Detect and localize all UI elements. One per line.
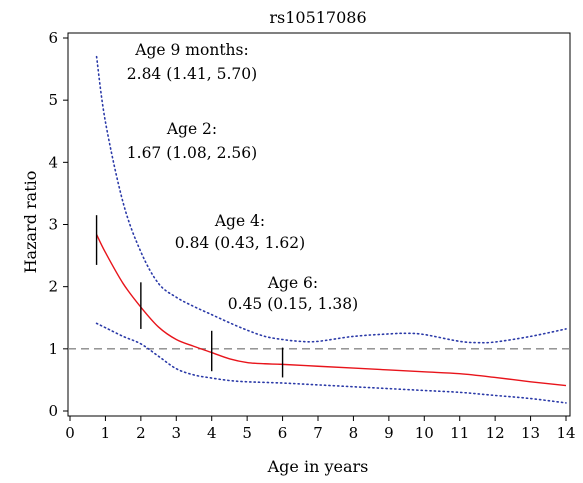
x-tick-label: 8 <box>349 424 359 442</box>
annotation-value: 0.45 (0.15, 1.38) <box>228 295 358 313</box>
x-axis-label: Age in years <box>267 457 369 476</box>
y-tick-label: 0 <box>48 402 58 420</box>
x-tick-label: 11 <box>450 424 469 442</box>
upper-ci-line <box>95 55 567 344</box>
y-tick-label: 3 <box>48 216 58 234</box>
annotation-label: Age 4: <box>214 212 265 230</box>
annotation-value: 1.67 (1.08, 2.56) <box>127 144 257 162</box>
annotation-value: 0.84 (0.43, 1.62) <box>175 234 305 252</box>
y-tick-label: 6 <box>48 29 58 47</box>
annotation-value: 2.84 (1.41, 5.70) <box>127 65 257 83</box>
y-tick-label: 5 <box>48 91 58 109</box>
x-tick-label: 12 <box>486 424 505 442</box>
annotation-label: Age 9 months: <box>134 41 248 59</box>
y-tick-label: 2 <box>48 278 58 296</box>
x-tick-label: 2 <box>136 424 146 442</box>
chart-title: rs10517086 <box>269 8 366 27</box>
y-tick-label: 4 <box>48 153 58 171</box>
x-tick-label: 13 <box>521 424 540 442</box>
lower-ci-line <box>95 322 567 404</box>
annotation-label: Age 2: <box>166 120 217 138</box>
annotation-label: Age 6: <box>267 274 318 292</box>
x-tick-label: 6 <box>278 424 288 442</box>
x-tick-label: 10 <box>415 424 434 442</box>
x-tick-label: 0 <box>65 424 75 442</box>
x-tick-label: 14 <box>556 424 575 442</box>
plot-frame <box>67 32 571 417</box>
estimate-line <box>95 234 567 387</box>
x-tick-label: 9 <box>384 424 394 442</box>
x-tick-label: 1 <box>101 424 111 442</box>
y-tick-label: 1 <box>48 340 58 358</box>
x-tick-label: 5 <box>242 424 252 442</box>
x-tick-label: 7 <box>313 424 323 442</box>
x-tick-label: 4 <box>207 424 217 442</box>
x-tick-label: 3 <box>172 424 182 442</box>
y-axis-label: Hazard ratio <box>21 171 40 274</box>
